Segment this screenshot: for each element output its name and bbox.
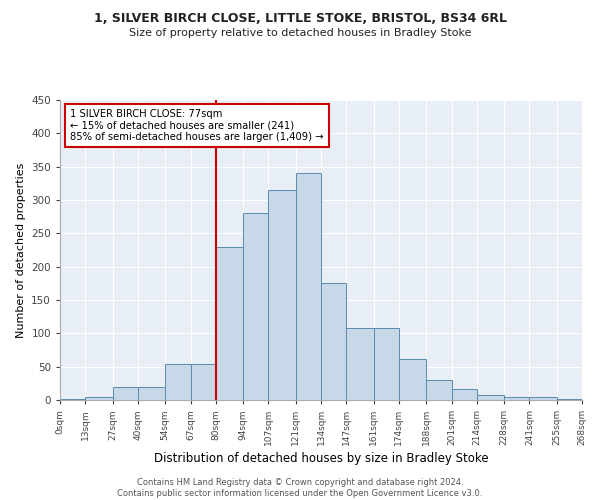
Bar [165,364,191,400]
Bar [60,398,85,400]
Bar [374,328,399,400]
Bar [321,284,346,400]
X-axis label: Distribution of detached houses by size in Bradley Stoke: Distribution of detached houses by size … [154,452,488,466]
Bar [191,364,216,400]
Bar [426,380,452,400]
Bar [268,190,296,400]
Text: Size of property relative to detached houses in Bradley Stoke: Size of property relative to detached ho… [129,28,471,38]
Text: Contains HM Land Registry data © Crown copyright and database right 2024.
Contai: Contains HM Land Registry data © Crown c… [118,478,482,498]
Text: 1 SILVER BIRCH CLOSE: 77sqm
← 15% of detached houses are smaller (241)
85% of se: 1 SILVER BIRCH CLOSE: 77sqm ← 15% of det… [70,109,324,142]
Bar [296,174,321,400]
Bar [243,214,268,400]
Y-axis label: Number of detached properties: Number of detached properties [16,162,26,338]
Text: 1, SILVER BIRCH CLOSE, LITTLE STOKE, BRISTOL, BS34 6RL: 1, SILVER BIRCH CLOSE, LITTLE STOKE, BRI… [94,12,506,26]
Bar [346,328,374,400]
Bar [557,398,582,400]
Bar [85,396,113,400]
Bar [529,398,557,400]
Bar [113,386,138,400]
Bar [504,398,529,400]
Bar [399,358,426,400]
Bar [477,394,504,400]
Bar [138,386,165,400]
Bar [452,390,477,400]
Bar [216,246,243,400]
